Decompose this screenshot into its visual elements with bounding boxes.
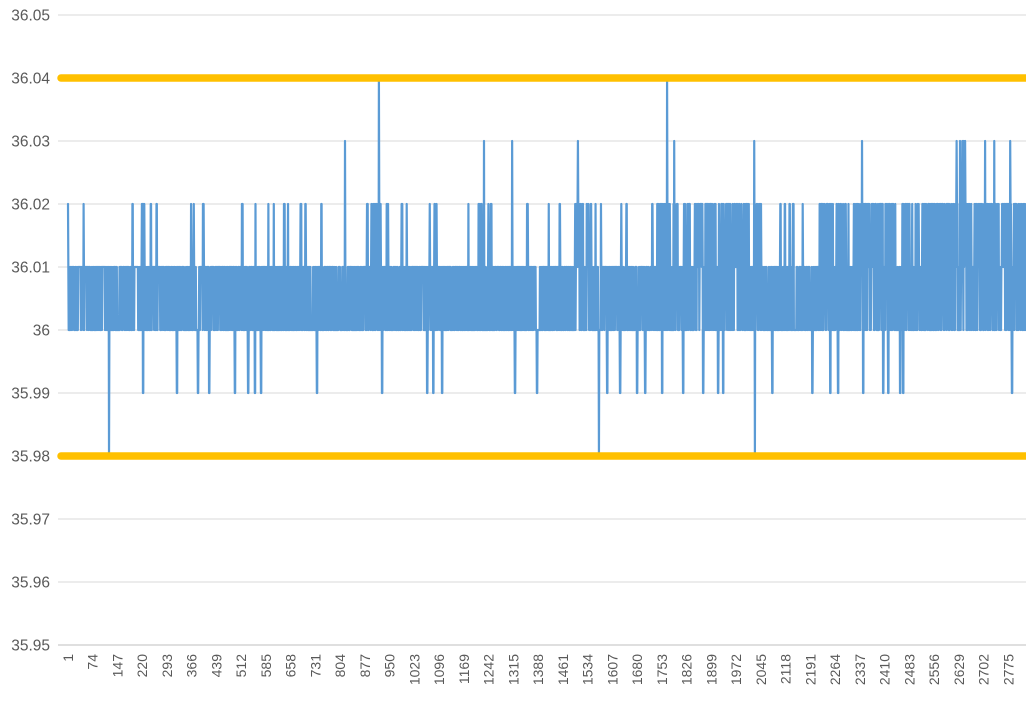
x-tick-label: 2702	[976, 654, 992, 685]
x-tick-label: 1972	[728, 654, 744, 685]
y-tick-label: 35.99	[11, 386, 50, 403]
x-tick-label: 2045	[753, 654, 769, 685]
x-tick-label: 74	[85, 654, 101, 670]
x-tick-label: 2264	[827, 654, 843, 685]
x-tick-label: 1461	[555, 654, 571, 685]
x-tick-label: 2410	[877, 654, 893, 685]
y-tick-label: 35.97	[11, 512, 50, 529]
x-tick-label: 2337	[852, 654, 868, 685]
y-tick-label: 36.05	[11, 8, 50, 25]
x-tick-label: 1388	[530, 654, 546, 685]
y-tick-label: 36	[33, 323, 50, 340]
y-tick-label: 36.03	[11, 134, 50, 151]
x-tick-label: 2775	[1000, 654, 1016, 685]
x-tick-label: 1534	[580, 654, 596, 685]
y-tick-label: 36.01	[11, 260, 50, 277]
x-tick-label: 1096	[431, 654, 447, 685]
y-axis-labels: 36.05 36.04 36.03 36.02 36.01 36 35.99 35.98 35.…	[11, 8, 50, 655]
x-tick-label: 731	[307, 654, 323, 678]
x-tick-label: 2118	[778, 654, 794, 684]
y-tick-label: 36.04	[11, 71, 50, 88]
x-tick-label: 950	[382, 654, 398, 678]
x-tick-label: 2629	[951, 654, 967, 685]
x-tick-label: 658	[283, 654, 299, 678]
x-tick-label: 1607	[604, 654, 620, 685]
x-tick-label: 1753	[654, 654, 670, 685]
x-tick-label: 439	[208, 654, 224, 678]
y-tick-label: 35.95	[11, 638, 50, 655]
x-tick-label: 1899	[703, 654, 719, 685]
x-tick-label: 1	[60, 654, 76, 662]
x-tick-label: 147	[109, 654, 125, 678]
x-tick-label: 877	[357, 654, 373, 678]
x-tick-label: 2483	[901, 654, 917, 685]
x-axis-labels: 1 74 147 220 293 366 439 512 585 658 731 804 877 950 1…	[60, 654, 1016, 685]
x-tick-label: 2191	[802, 654, 818, 685]
y-tick-label: 35.96	[11, 575, 50, 592]
x-tick-label: 1826	[679, 654, 695, 685]
series-measurement-line[interactable]	[66, 76, 1026, 458]
x-tick-label: 1169	[456, 654, 472, 684]
x-tick-label: 512	[233, 654, 249, 678]
x-tick-label: 585	[258, 654, 274, 678]
x-tick-label: 1680	[629, 654, 645, 685]
y-tick-label: 36.02	[11, 197, 50, 214]
x-tick-label: 2556	[926, 654, 942, 685]
x-tick-label: 220	[134, 654, 150, 678]
x-tick-label: 1242	[481, 654, 497, 685]
x-tick-label: 366	[184, 654, 200, 678]
x-tick-label: 1315	[505, 654, 521, 685]
y-tick-label: 35.98	[11, 449, 50, 466]
x-tick-label: 1023	[406, 654, 422, 685]
x-tick-label: 804	[332, 654, 348, 678]
x-tick-label: 293	[159, 654, 175, 678]
